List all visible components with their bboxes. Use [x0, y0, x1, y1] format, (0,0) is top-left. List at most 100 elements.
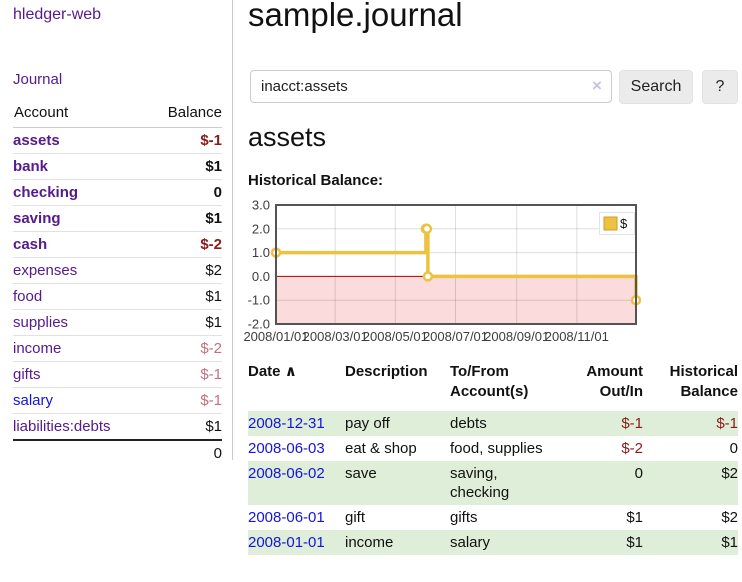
register-row: 2008-06-03 eat & shop food, supplies $-2 0 — [248, 436, 738, 461]
accounts-total-spacer — [13, 439, 147, 466]
account-balance: $-1 — [200, 366, 222, 383]
account-row: food $1 — [13, 283, 222, 310]
transaction-accounts: food, supplies — [450, 440, 543, 457]
transaction-accounts: debts — [450, 415, 487, 432]
transaction-date-link[interactable]: 2008-12-31 — [248, 415, 325, 432]
account-link[interactable]: liabilities:debts — [13, 418, 111, 435]
transaction-description: income — [345, 534, 394, 551]
account-link[interactable]: expenses — [13, 262, 78, 279]
y-axis-tick-label: 1.0 — [252, 245, 270, 260]
account-row: saving $1 — [13, 205, 222, 232]
transaction-amount: 0 — [634, 465, 643, 482]
accounts-table: Account Balance assets $-1 bank $1 checking 0… — [13, 100, 222, 466]
accounts-total-value: 0 — [146, 439, 222, 466]
transaction-date-link[interactable]: 2008-06-02 — [248, 465, 325, 482]
account-balance: $-2 — [200, 340, 222, 357]
sort-ascending-icon: ∧ — [284, 363, 297, 380]
register-row: 2008-01-01 income salary $1 $1 — [248, 530, 738, 555]
account-link[interactable]: gifts — [13, 366, 41, 383]
y-axis-tick-label: 3.0 — [252, 200, 270, 213]
transaction-amount: $1 — [626, 534, 643, 551]
y-axis-tick-label: -2.0 — [248, 317, 270, 332]
account-balance: $2 — [205, 262, 222, 279]
x-axis-tick-label: 2008/09/01 — [484, 329, 549, 344]
transaction-balance: 0 — [729, 440, 738, 457]
transaction-description: gift — [345, 509, 366, 526]
account-row: salary $-1 — [13, 387, 222, 414]
column-header-date-label: Date — [248, 363, 281, 380]
account-balance: $1 — [205, 210, 222, 227]
transaction-date-link[interactable]: 2008-06-01 — [248, 509, 325, 526]
x-axis-tick-label: 2008/01/01 — [243, 329, 308, 344]
account-link[interactable]: saving — [13, 210, 61, 227]
plot-border — [275, 204, 637, 325]
account-link[interactable]: supplies — [13, 314, 69, 331]
column-header-date[interactable]: Date ∧ — [248, 362, 345, 411]
account-row: liabilities:debts $1 — [13, 413, 222, 441]
account-balance: 0 — [213, 184, 222, 201]
accounts-header-row: Account Balance — [13, 100, 222, 128]
register-table: Date ∧ Description To/From Account(s) Am… — [248, 362, 738, 555]
help-button[interactable]: ? — [702, 70, 738, 104]
transaction-accounts: salary — [450, 534, 491, 551]
transaction-description: eat & shop — [345, 440, 417, 457]
data-point-marker — [422, 271, 434, 282]
account-link[interactable]: salary — [13, 392, 54, 409]
column-header-amount: Amount Out/In — [586, 363, 643, 400]
transaction-accounts: saving, checking — [450, 465, 510, 501]
account-balance: $1 — [205, 158, 222, 175]
transaction-balance: $2 — [721, 465, 738, 482]
y-axis-tick-label: 2.0 — [252, 221, 270, 236]
account-row: cash $-2 — [13, 231, 222, 258]
y-axis-tick-label: -1.0 — [248, 293, 270, 308]
transaction-date-link[interactable]: 2008-06-03 — [248, 440, 325, 457]
account-balance: $-1 — [200, 392, 222, 409]
account-balance: $-2 — [200, 236, 222, 253]
x-axis-tick-label: 2008/03/01 — [303, 329, 368, 344]
app-title-link[interactable]: hledger-web — [13, 6, 102, 23]
transaction-description: save — [345, 465, 377, 482]
account-link[interactable]: assets — [13, 132, 60, 149]
accounts-total-row: 0 — [13, 439, 222, 466]
search-input[interactable] — [250, 70, 612, 103]
search-button[interactable]: Search — [619, 70, 693, 104]
sidebar: hledger-web Journal Account Balance asse… — [0, 0, 233, 466]
accounts-header-account: Account — [13, 100, 147, 128]
legend-swatch — [603, 216, 618, 231]
x-axis-tick-label: 2008/05/01 — [363, 329, 428, 344]
column-header-balance: Historical Balance — [669, 363, 738, 400]
legend-label: $ — [620, 216, 628, 231]
transaction-amount: $-2 — [621, 440, 643, 457]
sidebar-item-journal[interactable]: Journal — [13, 71, 63, 88]
register-header-row: Date ∧ Description To/From Account(s) Am… — [248, 362, 738, 411]
historical-balance-chart: $3.0 2.0 1.0 0.0 -1.0 -2.02008/01/012008/03/0… — [243, 200, 642, 344]
page-title: sample.journal — [248, 0, 463, 33]
y-axis-tick-label: 0.0 — [252, 269, 270, 284]
account-link[interactable]: income — [13, 340, 62, 357]
transaction-description: pay off — [345, 415, 390, 432]
account-row: supplies $1 — [13, 309, 222, 336]
account-link[interactable]: food — [13, 288, 43, 305]
account-row: bank $1 — [13, 153, 222, 180]
x-axis-tick-label: 2008/11/01 — [545, 329, 609, 344]
account-balance: $1 — [205, 418, 222, 435]
clear-search-icon[interactable]: × — [592, 76, 602, 95]
account-heading: assets — [248, 122, 327, 152]
transaction-amount: $-1 — [621, 415, 643, 432]
account-link[interactable]: cash — [13, 236, 48, 253]
chart-title: Historical Balance: — [248, 172, 384, 189]
negative-region — [276, 276, 636, 324]
account-row: gifts $-1 — [13, 361, 222, 388]
transaction-balance: $1 — [721, 534, 738, 551]
x-axis-tick-label: 2008/07/01 — [423, 329, 488, 344]
transaction-date-link[interactable]: 2008-01-01 — [248, 534, 325, 551]
accounts-header-balance: Balance — [146, 100, 222, 128]
account-row: expenses $2 — [13, 257, 222, 284]
account-link[interactable]: checking — [13, 184, 79, 201]
register-row: 2008-12-31 pay off debts $-1 $-1 — [248, 411, 738, 436]
transaction-amount: $1 — [626, 509, 643, 526]
column-header-tofrom: To/From Account(s) — [450, 363, 529, 400]
account-row: checking 0 — [13, 179, 222, 206]
account-link[interactable]: bank — [13, 158, 49, 175]
transaction-balance: $2 — [721, 509, 738, 526]
